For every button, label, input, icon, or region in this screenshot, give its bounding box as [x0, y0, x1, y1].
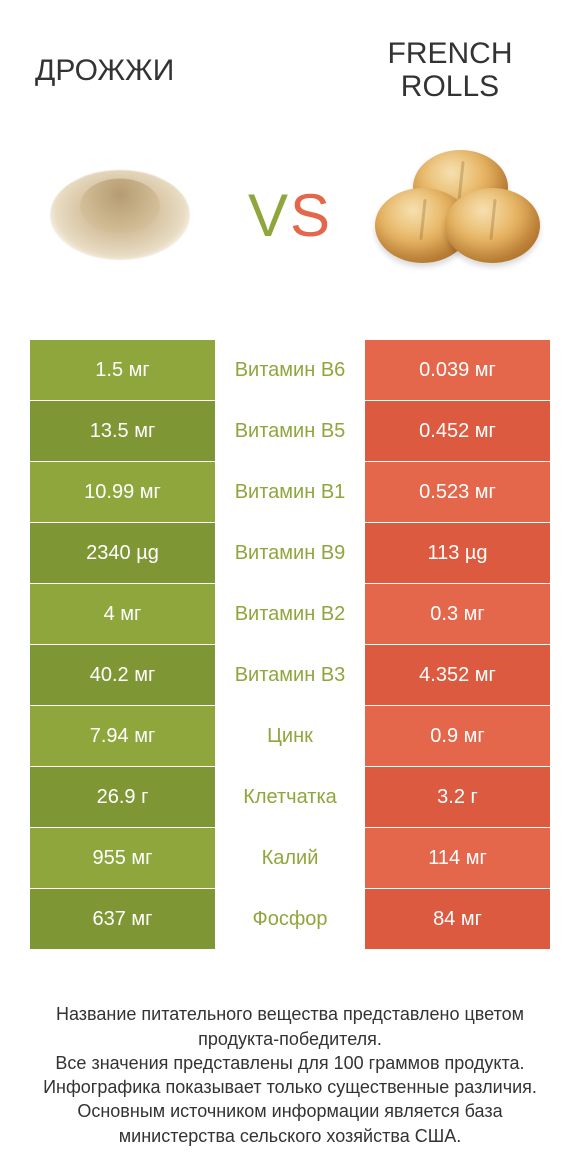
table-row: 40.2 мгВитамин B34.352 мг: [30, 645, 550, 705]
header: ДРОЖЖИ FRENCHROLLS: [30, 30, 550, 110]
rolls-image: [370, 125, 550, 305]
cell-left: 13.5 мг: [30, 401, 215, 461]
cell-right: 0.3 мг: [365, 584, 550, 644]
image-row: VS: [30, 115, 550, 315]
vs-v: V: [248, 182, 290, 249]
cell-nutrient: Калий: [215, 828, 365, 888]
table-row: 13.5 мгВитамин B50.452 мг: [30, 401, 550, 461]
cell-left: 2340 µg: [30, 523, 215, 583]
table-row: 2340 µgВитамин B9113 µg: [30, 523, 550, 583]
title-left: ДРОЖЖИ: [30, 54, 230, 87]
cell-right: 3.2 г: [365, 767, 550, 827]
cell-left: 1.5 мг: [30, 340, 215, 400]
cell-left: 7.94 мг: [30, 706, 215, 766]
table-row: 637 мгФосфор84 мг: [30, 889, 550, 949]
cell-left: 4 мг: [30, 584, 215, 644]
cell-nutrient: Фосфор: [215, 889, 365, 949]
cell-right: 0.452 мг: [365, 401, 550, 461]
vs-label: VS: [248, 181, 332, 250]
cell-left: 10.99 мг: [30, 462, 215, 522]
table-row: 1.5 мгВитамин B60.039 мг: [30, 340, 550, 400]
table-row: 10.99 мгВитамин B10.523 мг: [30, 462, 550, 522]
comparison-table: 1.5 мгВитамин B60.039 мг13.5 мгВитамин B…: [30, 340, 550, 992]
table-row: 7.94 мгЦинк0.9 мг: [30, 706, 550, 766]
title-right: FRENCHROLLS: [350, 37, 550, 103]
cell-left: 637 мг: [30, 889, 215, 949]
footer-text: Название питательного вещества представл…: [30, 992, 550, 1148]
cell-right: 114 мг: [365, 828, 550, 888]
cell-nutrient: Витамин B1: [215, 462, 365, 522]
table-row: 4 мгВитамин B20.3 мг: [30, 584, 550, 644]
yeast-image: [30, 125, 210, 305]
cell-right: 0.523 мг: [365, 462, 550, 522]
cell-nutrient: Витамин B3: [215, 645, 365, 705]
cell-right: 84 мг: [365, 889, 550, 949]
cell-right: 0.039 мг: [365, 340, 550, 400]
cell-nutrient: Клетчатка: [215, 767, 365, 827]
infographic: ДРОЖЖИ FRENCHROLLS VS 1.5 мгВитамин B60.…: [0, 0, 580, 1168]
cell-right: 0.9 мг: [365, 706, 550, 766]
cell-left: 40.2 мг: [30, 645, 215, 705]
cell-nutrient: Витамин B5: [215, 401, 365, 461]
table-row: 26.9 гКлетчатка3.2 г: [30, 767, 550, 827]
cell-left: 26.9 г: [30, 767, 215, 827]
cell-nutrient: Витамин B2: [215, 584, 365, 644]
cell-nutrient: Витамин B6: [215, 340, 365, 400]
cell-nutrient: Цинк: [215, 706, 365, 766]
cell-nutrient: Витамин B9: [215, 523, 365, 583]
vs-s: S: [290, 182, 332, 249]
cell-right: 4.352 мг: [365, 645, 550, 705]
cell-right: 113 µg: [365, 523, 550, 583]
cell-left: 955 мг: [30, 828, 215, 888]
table-row: 955 мгКалий114 мг: [30, 828, 550, 888]
